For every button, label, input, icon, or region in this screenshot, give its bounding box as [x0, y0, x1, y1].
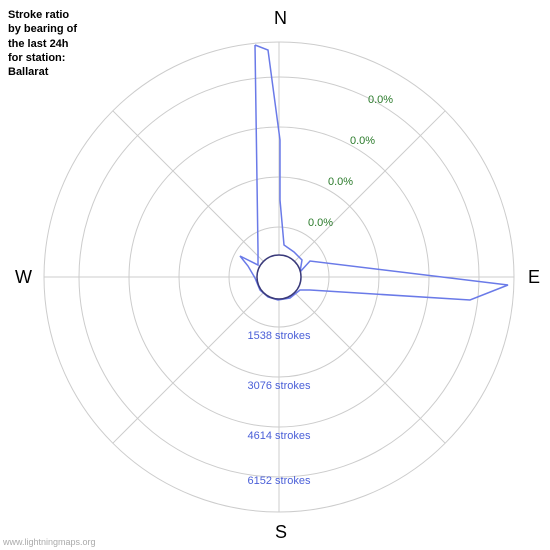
grid-spoke — [113, 111, 279, 277]
polar-chart — [0, 0, 550, 550]
stroke-label-2: 4614 strokes — [248, 430, 311, 442]
stroke-label-1: 3076 strokes — [248, 380, 311, 392]
stroke-label-0: 1538 strokes — [248, 330, 311, 342]
cardinal-n: N — [274, 8, 287, 29]
percent-label-1: 0.0% — [350, 135, 375, 147]
cardinal-w: W — [15, 267, 32, 288]
cardinal-e: E — [528, 267, 540, 288]
percent-label-2: 0.0% — [328, 176, 353, 188]
percent-label-0: 0.0% — [368, 94, 393, 106]
grid-spoke — [113, 277, 279, 443]
center-circle — [257, 255, 301, 299]
percent-label-3: 0.0% — [308, 217, 333, 229]
grid-spoke — [279, 277, 445, 443]
stroke-label-3: 6152 strokes — [248, 475, 311, 487]
cardinal-s: S — [275, 522, 287, 543]
